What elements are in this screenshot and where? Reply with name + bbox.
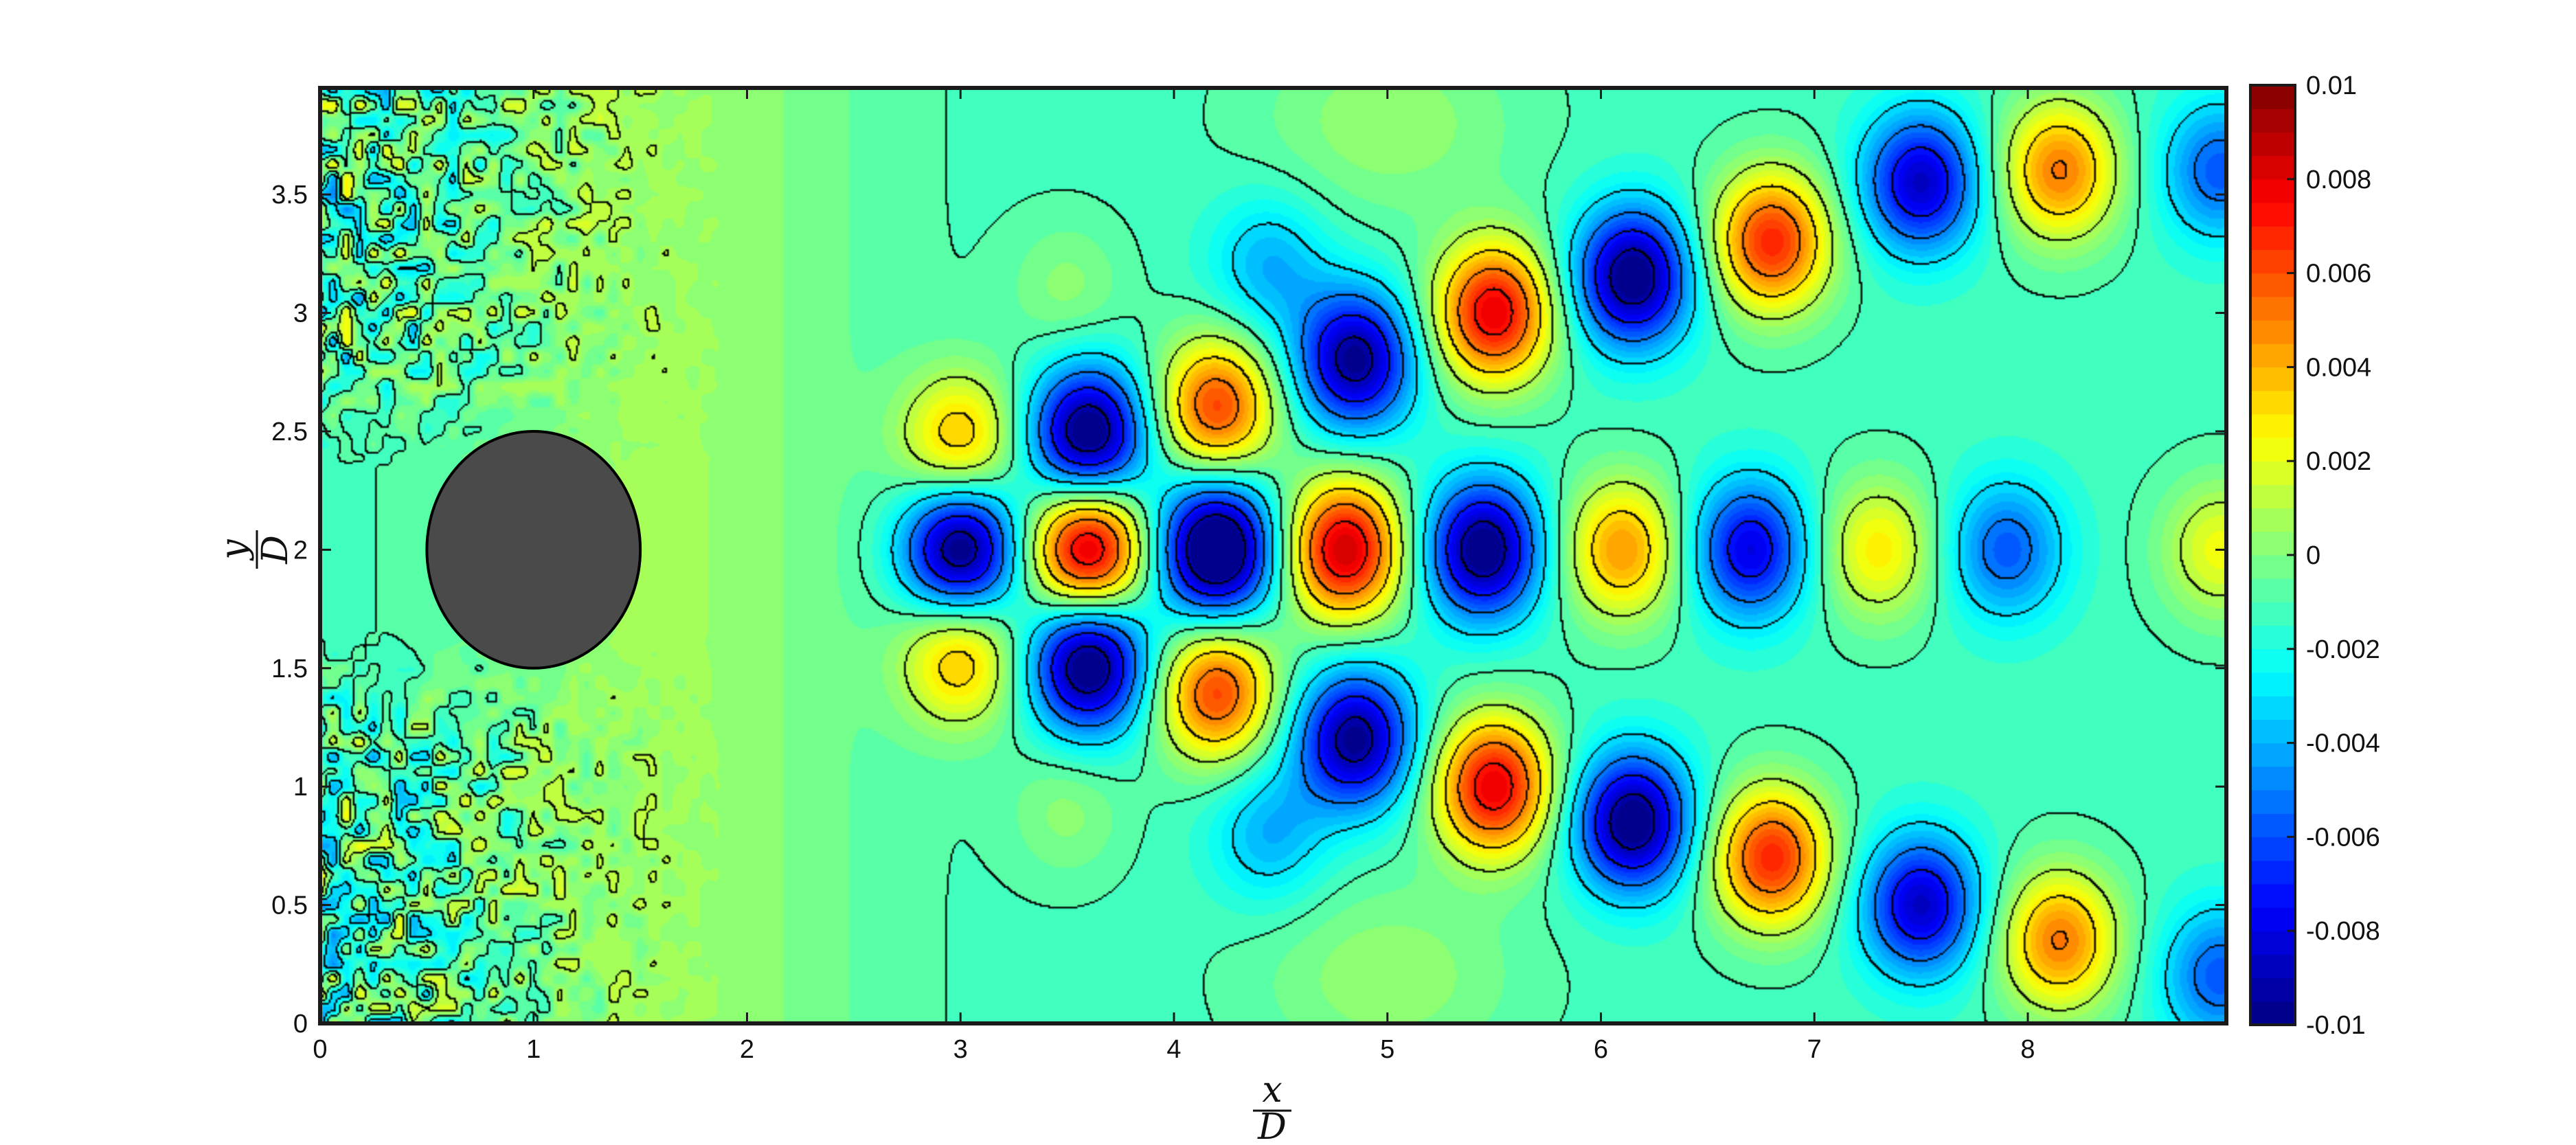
colorbar-band xyxy=(2250,132,2295,157)
x-tick-label: 7 xyxy=(1807,1035,1822,1064)
colorbar-band xyxy=(2250,296,2295,321)
y-tick-label: 3 xyxy=(293,299,308,328)
colorbar-band xyxy=(2250,461,2295,485)
colorbar-band xyxy=(2250,578,2295,602)
x-tick-label: 0 xyxy=(313,1035,327,1064)
colorbar-band xyxy=(2250,531,2295,556)
x-tick-label: 5 xyxy=(1380,1035,1394,1064)
x-axis-ticks: 0 1 2 3 4 5 6 7 8 xyxy=(313,88,2035,1064)
colorbar-band xyxy=(2250,1001,2295,1025)
colorbar-band xyxy=(2250,648,2295,673)
colorbar-band xyxy=(2250,602,2295,626)
y-tick-label: 2 xyxy=(293,536,308,565)
colorbar-band xyxy=(2250,860,2295,885)
colorbar-band xyxy=(2250,719,2295,744)
colorbar-band xyxy=(2250,438,2295,462)
y-tick-label: 1 xyxy=(293,773,308,802)
colorbar-tick-label: -0.004 xyxy=(2306,729,2380,758)
colorbar-band xyxy=(2250,931,2295,955)
colorbar-tick-label: -0.008 xyxy=(2306,917,2380,946)
plot-frame xyxy=(318,86,2228,1025)
colorbar-band xyxy=(2250,367,2295,392)
colorbar-band xyxy=(2250,907,2295,931)
x-tick-label: 6 xyxy=(1594,1035,1608,1064)
x-axis-label-denominator: D xyxy=(1257,1107,1287,1145)
y-tick-label: 3.5 xyxy=(271,181,308,209)
x-tick-label: 2 xyxy=(740,1035,754,1064)
colorbar-bands xyxy=(2250,85,2295,1025)
colorbar-tick-label: 0.006 xyxy=(2306,260,2371,288)
colorbar-band xyxy=(2250,555,2295,579)
colorbar-band xyxy=(2250,790,2295,814)
colorbar-tick-label: -0.002 xyxy=(2306,635,2380,664)
colorbar-band xyxy=(2250,343,2295,367)
colorbar-band xyxy=(2250,766,2295,791)
y-tick-label: 2.5 xyxy=(271,418,308,446)
y-tick-label: 0.5 xyxy=(271,892,308,920)
x-tick-label: 8 xyxy=(2020,1035,2035,1064)
colorbar-ticks: 0.01 0.008 0.006 0.004 0.002 0 -0.002 -0.004 -0.… xyxy=(2287,71,2380,1040)
colorbar-band xyxy=(2250,672,2295,696)
colorbar-band xyxy=(2250,484,2295,509)
colorbar-tick-label: -0.01 xyxy=(2306,1011,2366,1040)
colorbar-tick-label: 0.01 xyxy=(2306,71,2357,100)
y-axis-ticks: 0 0.5 1 1.5 2 2.5 3 3.5 xyxy=(271,181,2226,1039)
colorbar-band xyxy=(2250,508,2295,532)
y-tick-label: 1.5 xyxy=(271,655,308,683)
colorbar-band xyxy=(2250,413,2295,438)
x-axis-label: x D xyxy=(1253,1069,1291,1145)
colorbar-band xyxy=(2250,813,2295,837)
colorbar-band xyxy=(2250,883,2295,908)
colorbar-band xyxy=(2250,273,2295,297)
x-tick-label: 4 xyxy=(1166,1035,1181,1064)
colorbar-band xyxy=(2250,179,2295,203)
y-tick-label: 0 xyxy=(293,1010,308,1039)
colorbar-band xyxy=(2250,226,2295,250)
colorbar-band xyxy=(2250,696,2295,720)
y-axis-label: y D xyxy=(214,530,296,569)
colorbar-tick-label: 0 xyxy=(2306,541,2320,570)
colorbar-band xyxy=(2250,249,2295,274)
colorbar-band xyxy=(2250,109,2295,133)
colorbar: 0.01 0.008 0.006 0.004 0.002 0 -0.002 -0.004 -0.… xyxy=(2249,71,2380,1040)
colorbar-band xyxy=(2250,954,2295,979)
colorbar-tick-label: 0.008 xyxy=(2306,166,2371,194)
colorbar-band xyxy=(2250,977,2295,1002)
colorbar-tick-label: -0.006 xyxy=(2306,823,2380,852)
colorbar-band xyxy=(2250,320,2295,344)
colorbar-band xyxy=(2250,203,2295,227)
colorbar-band xyxy=(2250,837,2295,861)
colorbar-band xyxy=(2250,155,2295,180)
colorbar-tick-label: 0.002 xyxy=(2306,447,2371,476)
x-tick-label: 1 xyxy=(526,1035,541,1064)
x-axis-label-numerator: x xyxy=(1262,1069,1282,1111)
x-tick-label: 3 xyxy=(953,1035,968,1064)
colorbar-band xyxy=(2250,625,2295,650)
colorbar-band xyxy=(2250,390,2295,415)
y-axis-label-denominator: D xyxy=(255,535,296,565)
colorbar-band xyxy=(2250,742,2295,767)
contour-plot-area: 0 1 2 3 4 5 6 7 8 0 0.5 1 1.5 2 2.5 3 3.5 xyxy=(271,86,2228,1064)
y-axis-label-numerator: y xyxy=(214,539,255,561)
colorbar-band xyxy=(2250,85,2295,109)
colorbar-tick-label: 0.004 xyxy=(2306,353,2371,382)
cylinder-obstacle xyxy=(425,429,642,670)
